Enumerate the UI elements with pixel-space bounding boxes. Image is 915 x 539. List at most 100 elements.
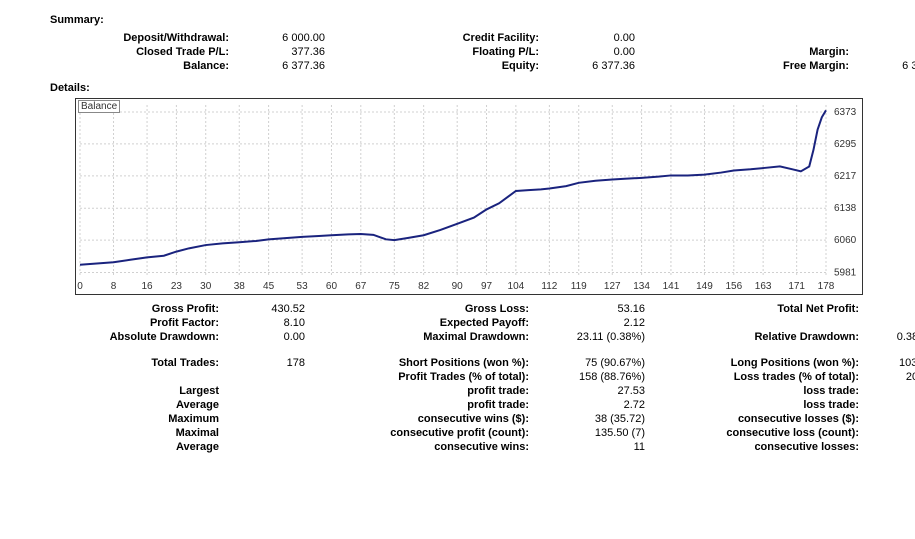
- chart-series-label: Balance: [78, 100, 120, 113]
- svg-text:141: 141: [663, 281, 680, 292]
- svg-text:23: 23: [171, 281, 183, 292]
- max-dd-v: 23.11 (0.38%): [535, 331, 645, 343]
- max-l: Maximum: [55, 413, 225, 425]
- balance-chart: Balance 0 8 16 23 30 38 45 53 60 67 75 82 90 97 104 112…: [75, 98, 863, 295]
- svg-text:104: 104: [508, 281, 525, 292]
- gross-loss-v: 53.16: [535, 303, 645, 315]
- stats-grid: Gross Profit: 430.52 Gross Loss: 53.16 T…: [55, 303, 895, 453]
- consloss2-l: consecutive losses:: [675, 441, 865, 453]
- conswins-l: consecutive wins ($):: [335, 413, 535, 425]
- max-dd-l: Maximal Drawdown:: [335, 331, 535, 343]
- consloss-v: 6 (-23.11): [865, 413, 915, 425]
- svg-text:6060: 6060: [834, 235, 857, 246]
- gross-loss-l: Gross Loss:: [335, 303, 535, 315]
- balance-value: 6 377.36: [235, 60, 325, 72]
- svg-text:53: 53: [297, 281, 309, 292]
- pf-v: 8.10: [225, 317, 305, 329]
- svg-text:178: 178: [818, 281, 835, 292]
- details-title: Details:: [50, 82, 895, 94]
- svg-text:171: 171: [788, 281, 805, 292]
- ltrades-l: Loss trades (% of total):: [675, 371, 865, 383]
- svg-text:149: 149: [696, 281, 713, 292]
- svg-text:112: 112: [541, 281, 557, 292]
- ltrade-l1: loss trade:: [675, 385, 865, 397]
- short-l: Short Positions (won %):: [335, 357, 535, 369]
- ptrade-l2: profit trade:: [335, 399, 535, 411]
- ptrades-v: 158 (88.76%): [535, 371, 645, 383]
- floating-label: Floating P/L:: [385, 46, 545, 58]
- svg-text:75: 75: [389, 281, 401, 292]
- closed-value: 377.36: [235, 46, 325, 58]
- equity-value: 6 377.36: [545, 60, 635, 72]
- svg-text:8: 8: [111, 281, 117, 292]
- rel-dd-l: Relative Drawdown:: [675, 331, 865, 343]
- ltrade-l2: loss trade:: [675, 399, 865, 411]
- svg-text:134: 134: [633, 281, 650, 292]
- largest-p: 27.53: [535, 385, 645, 397]
- chart-svg: 0 8 16 23 30 38 45 53 60 67 75 82 90 97 104 112 119 127 13…: [76, 99, 864, 294]
- total-net-v: 377.36: [865, 303, 915, 315]
- ptrades-l: Profit Trades (% of total):: [335, 371, 535, 383]
- svg-text:82: 82: [418, 281, 430, 292]
- svg-text:0: 0: [77, 281, 83, 292]
- floating-value: 0.00: [545, 46, 635, 58]
- svg-text:60: 60: [326, 281, 338, 292]
- deposit-value: 6 000.00: [235, 32, 325, 44]
- conswins-v: 38 (35.72): [535, 413, 645, 425]
- equity-label: Equity:: [385, 60, 545, 72]
- maximal-l: Maximal: [55, 427, 225, 439]
- avg-p: 2.72: [535, 399, 645, 411]
- avg-l2: Average: [55, 441, 225, 453]
- short-v: 75 (90.67%): [535, 357, 645, 369]
- conswins2-v: 11: [535, 441, 645, 453]
- margin-label: Margin:: [695, 46, 855, 58]
- gross-profit-v: 430.52: [225, 303, 305, 315]
- svg-text:97: 97: [481, 281, 493, 292]
- total-net-l: Total Net Profit:: [675, 303, 865, 315]
- svg-text:6373: 6373: [834, 107, 857, 118]
- long-l: Long Positions (won %):: [675, 357, 865, 369]
- ltrades-v: 20 (11.24%): [865, 371, 915, 383]
- svg-text:45: 45: [263, 281, 275, 292]
- consprof-l: consecutive profit (count):: [335, 427, 535, 439]
- svg-text:90: 90: [452, 281, 464, 292]
- tt-v: 178: [225, 357, 305, 369]
- closed-label: Closed Trade P/L:: [75, 46, 235, 58]
- svg-text:156: 156: [725, 281, 742, 292]
- abs-dd-v: 0.00: [225, 331, 305, 343]
- svg-text:16: 16: [141, 281, 153, 292]
- margin-value: 0.00: [855, 46, 915, 58]
- conslossc-v: -23.11 (6): [865, 427, 915, 439]
- consloss-l: consecutive losses ($):: [675, 413, 865, 425]
- tt-l: Total Trades:: [55, 357, 225, 369]
- svg-text:30: 30: [200, 281, 212, 292]
- conswins2-l: consecutive wins:: [335, 441, 535, 453]
- pf-l: Profit Factor:: [55, 317, 225, 329]
- summary-title: Summary:: [50, 14, 895, 26]
- long-v: 103 (87.38%): [865, 357, 915, 369]
- svg-text:6295: 6295: [834, 139, 857, 150]
- freemargin-value: 6 377.36: [855, 60, 915, 72]
- largest-lv: -8.18: [865, 385, 915, 397]
- credit-value: 0.00: [545, 32, 635, 44]
- svg-text:127: 127: [604, 281, 621, 292]
- deposit-label: Deposit/Withdrawal:: [75, 32, 235, 44]
- gross-profit-l: Gross Profit:: [55, 303, 225, 315]
- svg-text:6217: 6217: [834, 171, 857, 182]
- largest-l: Largest: [55, 385, 225, 397]
- freemargin-label: Free Margin:: [695, 60, 855, 72]
- svg-text:5981: 5981: [834, 267, 857, 278]
- svg-text:38: 38: [234, 281, 246, 292]
- abs-dd-l: Absolute Drawdown:: [55, 331, 225, 343]
- avg-lv: -2.66: [865, 399, 915, 411]
- consloss2-v: 2: [865, 441, 915, 453]
- rel-dd-v: 0.38% (23.11): [865, 331, 915, 343]
- conslossc-l: consecutive loss (count):: [675, 427, 865, 439]
- avg-l1: Average: [55, 399, 225, 411]
- ep-v: 2.12: [535, 317, 645, 329]
- svg-text:67: 67: [355, 281, 367, 292]
- credit-label: Credit Facility:: [385, 32, 545, 44]
- consprof-v: 135.50 (7): [535, 427, 645, 439]
- balance-label: Balance:: [75, 60, 235, 72]
- svg-text:119: 119: [571, 281, 587, 292]
